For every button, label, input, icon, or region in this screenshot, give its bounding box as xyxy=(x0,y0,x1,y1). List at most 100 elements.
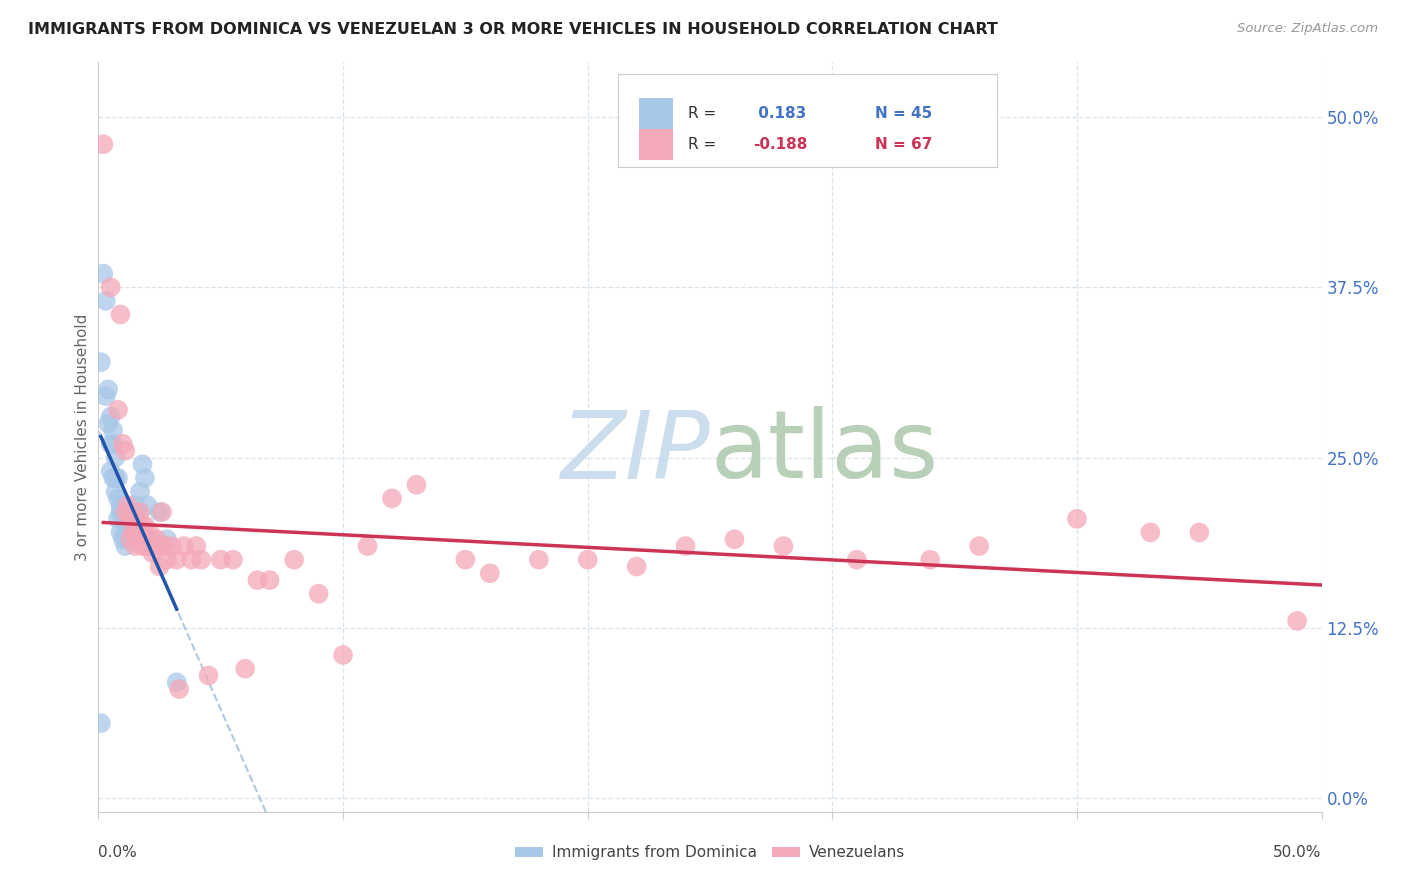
Point xyxy=(186,539,208,553)
Point xyxy=(141,546,163,560)
Point xyxy=(127,518,149,533)
Point xyxy=(91,267,114,281)
Point xyxy=(107,402,129,417)
Point xyxy=(111,512,134,526)
Point xyxy=(332,648,354,662)
Bar xyxy=(640,129,673,161)
Point xyxy=(381,491,404,506)
Point xyxy=(114,505,136,519)
Point xyxy=(150,539,173,553)
Point xyxy=(150,505,173,519)
Legend: Immigrants from Dominica, Venezuelans: Immigrants from Dominica, Venezuelans xyxy=(515,846,905,860)
Point xyxy=(180,552,202,566)
Text: R =: R = xyxy=(688,137,721,153)
Point xyxy=(121,512,143,526)
Point xyxy=(100,437,122,451)
Point xyxy=(117,518,139,533)
Point xyxy=(124,539,146,553)
Point xyxy=(120,512,142,526)
Point xyxy=(117,525,139,540)
Point xyxy=(114,443,136,458)
Point xyxy=(920,552,942,566)
Point xyxy=(110,308,132,322)
Point xyxy=(134,539,156,553)
Point xyxy=(94,389,117,403)
Point xyxy=(100,409,122,424)
Point xyxy=(259,573,281,587)
Point xyxy=(97,417,120,431)
Point xyxy=(149,559,172,574)
Point xyxy=(101,437,124,451)
Point xyxy=(173,539,195,553)
Point xyxy=(131,539,153,553)
Point xyxy=(167,682,190,697)
Text: N = 67: N = 67 xyxy=(875,137,932,153)
Point xyxy=(124,512,146,526)
Point xyxy=(110,525,132,540)
Point xyxy=(127,505,149,519)
Point xyxy=(107,491,129,506)
Point xyxy=(107,512,129,526)
Point xyxy=(104,471,127,485)
Point xyxy=(100,464,122,478)
Point xyxy=(141,533,163,547)
Point xyxy=(166,675,188,690)
Point xyxy=(141,539,163,553)
Point xyxy=(356,539,378,553)
Text: 0.0%: 0.0% xyxy=(98,846,138,861)
Point xyxy=(222,552,245,566)
Point xyxy=(845,552,868,566)
Bar xyxy=(640,98,673,129)
Point xyxy=(283,552,305,566)
Text: ZIP: ZIP xyxy=(561,407,710,498)
Point xyxy=(114,539,136,553)
Point xyxy=(111,505,134,519)
Y-axis label: 3 or more Vehicles in Household: 3 or more Vehicles in Household xyxy=(75,313,90,561)
Point xyxy=(117,498,139,512)
Point xyxy=(527,552,550,566)
Point xyxy=(124,498,146,512)
Point xyxy=(97,383,120,397)
Point xyxy=(90,355,112,369)
Text: IMMIGRANTS FROM DOMINICA VS VENEZUELAN 3 OR MORE VEHICLES IN HOUSEHOLD CORRELATI: IMMIGRANTS FROM DOMINICA VS VENEZUELAN 3… xyxy=(28,22,998,37)
Point xyxy=(478,566,501,581)
Point xyxy=(91,137,114,152)
Point xyxy=(114,512,136,526)
Point xyxy=(134,518,156,533)
Point xyxy=(129,505,152,519)
FancyBboxPatch shape xyxy=(619,74,997,168)
Point xyxy=(101,471,124,485)
Point xyxy=(576,552,599,566)
Point xyxy=(246,573,269,587)
Point xyxy=(136,498,159,512)
Point xyxy=(153,539,176,553)
Point xyxy=(675,539,697,553)
Point xyxy=(124,525,146,540)
Point xyxy=(233,662,256,676)
Point xyxy=(156,533,179,547)
Text: -0.188: -0.188 xyxy=(752,137,807,153)
Point xyxy=(967,539,990,553)
Point xyxy=(308,587,330,601)
Point xyxy=(100,280,122,294)
Point xyxy=(101,423,124,437)
Point xyxy=(454,552,477,566)
Text: atlas: atlas xyxy=(710,406,938,498)
Point xyxy=(120,525,142,540)
Point xyxy=(190,552,212,566)
Point xyxy=(626,559,648,574)
Point xyxy=(94,293,117,308)
Point xyxy=(121,525,143,540)
Point xyxy=(139,525,162,540)
Point xyxy=(104,484,127,499)
Point xyxy=(156,552,179,566)
Point xyxy=(111,533,134,547)
Point xyxy=(1139,525,1161,540)
Point xyxy=(110,498,132,512)
Point xyxy=(143,539,166,553)
Point xyxy=(134,471,156,485)
Point xyxy=(1286,614,1309,628)
Point xyxy=(197,668,219,682)
Point xyxy=(120,512,142,526)
Point xyxy=(146,533,169,547)
